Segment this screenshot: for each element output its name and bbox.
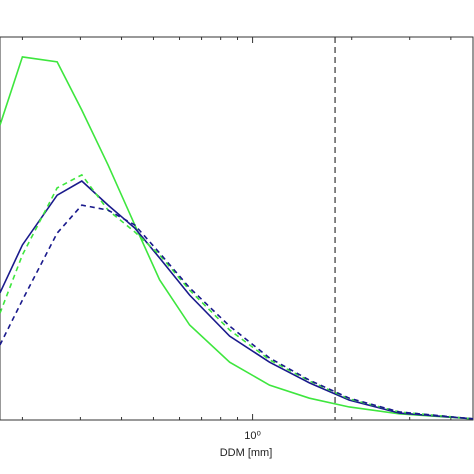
data-line bbox=[0, 180, 474, 420]
x-tick-label: 10⁰ bbox=[244, 430, 261, 442]
data-line bbox=[0, 56, 474, 420]
x-axis-label: DDM [mm] bbox=[220, 447, 273, 459]
data-line bbox=[0, 204, 474, 420]
data-line bbox=[0, 173, 474, 420]
plot-frame bbox=[0, 36, 474, 421]
